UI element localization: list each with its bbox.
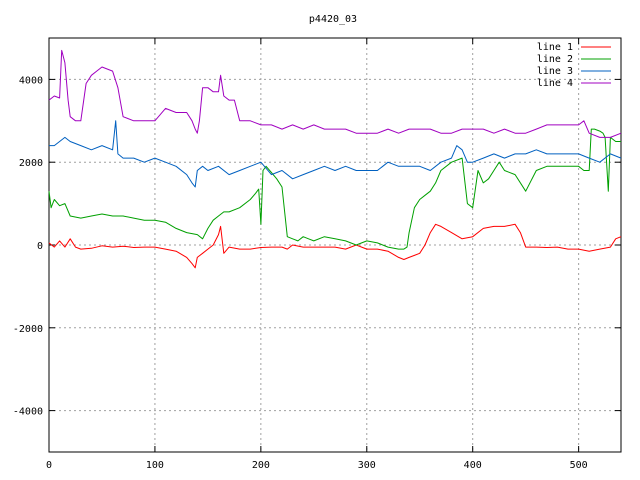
y-tick-label: 0 (37, 241, 43, 252)
y-tick-label: 4000 (19, 75, 43, 86)
series-line-3 (49, 120, 622, 188)
y-tick-label: -4000 (13, 407, 43, 418)
x-tick-label: 500 (570, 460, 588, 471)
legend-label: line 4 (537, 78, 573, 89)
chart-title: p4420_03 (309, 14, 357, 25)
y-tick-label: -2000 (13, 324, 43, 335)
series-line-2 (48, 128, 621, 250)
x-tick-label: 200 (252, 460, 270, 471)
series-line-1 (48, 223, 622, 269)
legend-label: line 1 (537, 42, 573, 53)
x-tick-label: 300 (358, 460, 376, 471)
series-group (48, 49, 622, 269)
grid-lines (48, 38, 621, 452)
x-tick-label: 100 (146, 460, 164, 471)
x-tick-label: 0 (46, 460, 52, 471)
y-tick-label: 2000 (19, 158, 43, 169)
legend-label: line 2 (537, 54, 573, 65)
legend-label: line 3 (537, 66, 573, 77)
series-line-4 (48, 49, 622, 138)
x-tick-label: 400 (464, 460, 482, 471)
axis-ticks: 0 100 200 300 400 500 -4000 -2000 0 2000 4000 (13, 38, 621, 471)
